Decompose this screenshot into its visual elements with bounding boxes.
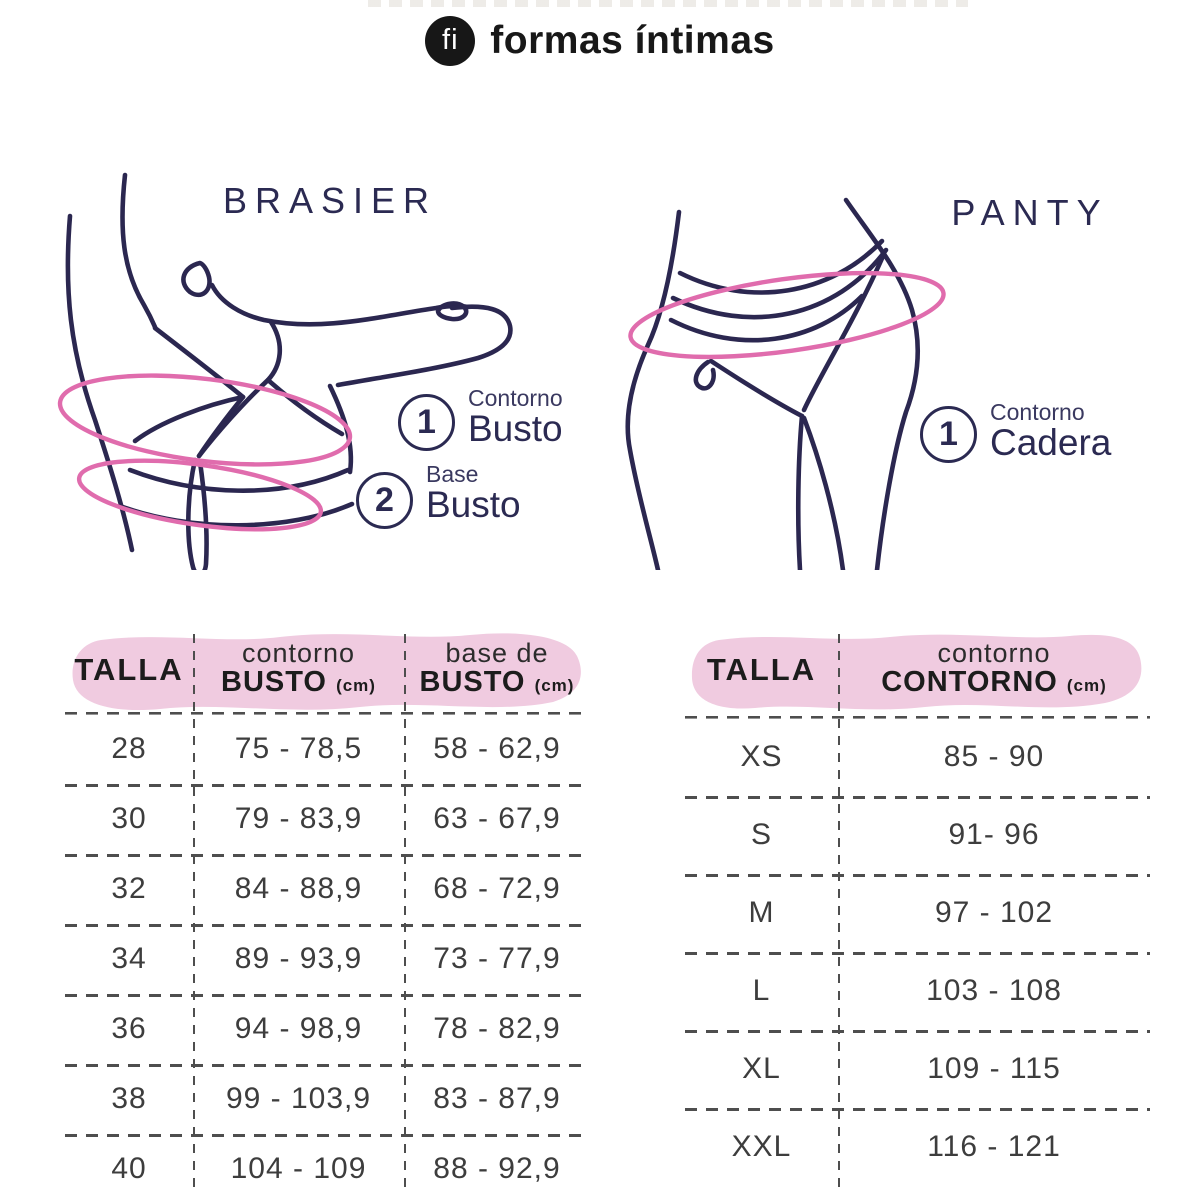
brasier-title: BRASIER	[222, 180, 438, 221]
cell-contorno: 109 - 115	[927, 1052, 1061, 1085]
cell-contorno: 85 - 90	[943, 740, 1045, 773]
table-header: TALLA contorno CONTORNO (cm)	[685, 628, 1150, 712]
table-row: 30 79 - 83,9 63 - 67,9	[65, 784, 590, 854]
cell-contorno-busto: 94 - 98,9	[234, 1012, 363, 1045]
table-row: 36 94 - 98,9 78 - 82,9	[65, 994, 590, 1064]
cell-base-busto: 83 - 87,9	[433, 1082, 561, 1115]
column-divider	[838, 634, 841, 1192]
cell-contorno-busto: 79 - 83,9	[234, 802, 363, 835]
brasier-illustration	[57, 172, 513, 570]
table-row: 34 89 - 93,9 73 - 77,9	[65, 924, 590, 994]
cell-base-busto: 78 - 82,9	[433, 1012, 561, 1045]
cell-talla: 30	[111, 802, 147, 835]
cell-talla: XS	[740, 740, 783, 773]
column-divider	[404, 634, 407, 1192]
header-blob	[691, 634, 1142, 710]
cell-talla: 34	[111, 942, 147, 975]
cell-base-busto: 68 - 72,9	[433, 872, 561, 905]
table-row: 32 84 - 88,9 68 - 72,9	[65, 854, 590, 924]
table-row: 40 104 - 109 88 - 92,9	[65, 1134, 590, 1200]
cell-talla: 38	[111, 1082, 147, 1115]
measure-label-big: Busto	[426, 484, 521, 525]
brand-header: fi formas íntimas	[0, 16, 1200, 66]
measure-label-big: Busto	[468, 408, 563, 449]
measure-number-badge: 1	[920, 406, 977, 463]
cell-contorno-busto: 75 - 78,5	[234, 732, 363, 765]
panty-title: PANTY	[951, 192, 1109, 233]
cell-contorno: 97 - 102	[934, 896, 1054, 929]
base-busto-line	[76, 458, 324, 532]
cell-talla: M	[748, 896, 775, 929]
cell-talla: 32	[111, 872, 147, 905]
panty-outline	[668, 238, 889, 419]
cell-base-busto: 88 - 92,9	[433, 1152, 561, 1185]
measure-label-big: Cadera	[990, 422, 1112, 463]
cell-base-busto: 63 - 67,9	[433, 802, 561, 835]
cell-contorno-busto: 89 - 93,9	[234, 942, 363, 975]
header-contorno: contorno	[241, 637, 356, 668]
measure-label-small: Contorno	[468, 385, 563, 411]
cell-contorno: 91- 96	[948, 818, 1040, 851]
table-row: XL 109 - 115	[685, 1030, 1150, 1108]
header-blob	[72, 633, 581, 711]
cell-contorno-busto: 84 - 88,9	[234, 872, 363, 905]
cell-talla: XXL	[731, 1130, 792, 1163]
bra-outline	[117, 319, 355, 570]
measurement-ellipses	[57, 373, 353, 532]
table-header: TALLA contorno BUSTO (cm) base de BUSTO …	[65, 628, 590, 712]
table-row: 28 75 - 78,5 58 - 62,9	[65, 714, 590, 784]
header-divider	[65, 712, 590, 715]
measure-label-small: Base	[426, 461, 479, 487]
body-outline	[625, 197, 920, 570]
cell-talla: S	[750, 818, 772, 851]
cropped-top-text	[368, 0, 968, 7]
cell-base-busto: 58 - 62,9	[433, 732, 561, 765]
cell-base-busto: 73 - 77,9	[433, 942, 561, 975]
cell-talla: 36	[111, 1012, 147, 1045]
table-row: 38 99 - 103,9 83 - 87,9	[65, 1064, 590, 1134]
cell-talla: 40	[111, 1152, 147, 1185]
annotation-base-busto: 2 Base Busto	[356, 462, 521, 529]
brasier-size-table: TALLA contorno BUSTO (cm) base de BUSTO …	[65, 628, 590, 1200]
header-busto-cm: BUSTO (cm)	[221, 665, 376, 698]
header-divider	[685, 716, 1150, 719]
table-row: S 91- 96	[685, 796, 1150, 874]
contorno-busto-line	[57, 373, 353, 467]
cell-talla: XL	[742, 1052, 781, 1085]
table-row: XXL 116 - 121	[685, 1108, 1150, 1186]
logo-monogram: fi	[442, 23, 459, 56]
measure-number-badge: 2	[356, 472, 413, 529]
brand-logo-icon: fi	[425, 16, 476, 66]
brand-name: formas íntimas	[490, 19, 775, 62]
cell-contorno-busto: 99 - 103,9	[225, 1082, 372, 1115]
cell-contorno: 103 - 108	[926, 974, 1062, 1007]
measure-label-small: Contorno	[990, 399, 1085, 425]
header-base-de: base de	[445, 637, 549, 668]
cell-talla: L	[752, 974, 771, 1007]
table-row: XS 85 - 90	[685, 718, 1150, 796]
contorno-cadera-line	[628, 270, 946, 360]
measure-number-badge: 1	[398, 394, 455, 451]
cell-contorno: 116 - 121	[927, 1130, 1061, 1163]
panty-size-table: TALLA contorno CONTORNO (cm) XS 85 - 90 …	[685, 628, 1150, 1200]
cell-talla: 28	[111, 732, 147, 765]
panty-illustration	[625, 197, 946, 570]
annotation-contorno-cadera: 1 Contorno Cadera	[920, 400, 1112, 463]
header-talla: TALLA	[74, 652, 184, 687]
header-busto-cm: BUSTO (cm)	[419, 665, 575, 698]
header-contorno: contorno	[937, 637, 1051, 668]
measurement-ellipses	[628, 270, 946, 360]
header-talla: TALLA	[706, 652, 817, 687]
header-contorno-cm: CONTORNO (cm)	[881, 665, 1107, 698]
table-row: L 103 - 108	[685, 952, 1150, 1030]
annotation-contorno-busto: 1 Contorno Busto	[398, 386, 563, 451]
table-row: M 97 - 102	[685, 874, 1150, 952]
column-divider	[193, 634, 196, 1192]
cell-contorno-busto: 104 - 109	[230, 1152, 367, 1185]
